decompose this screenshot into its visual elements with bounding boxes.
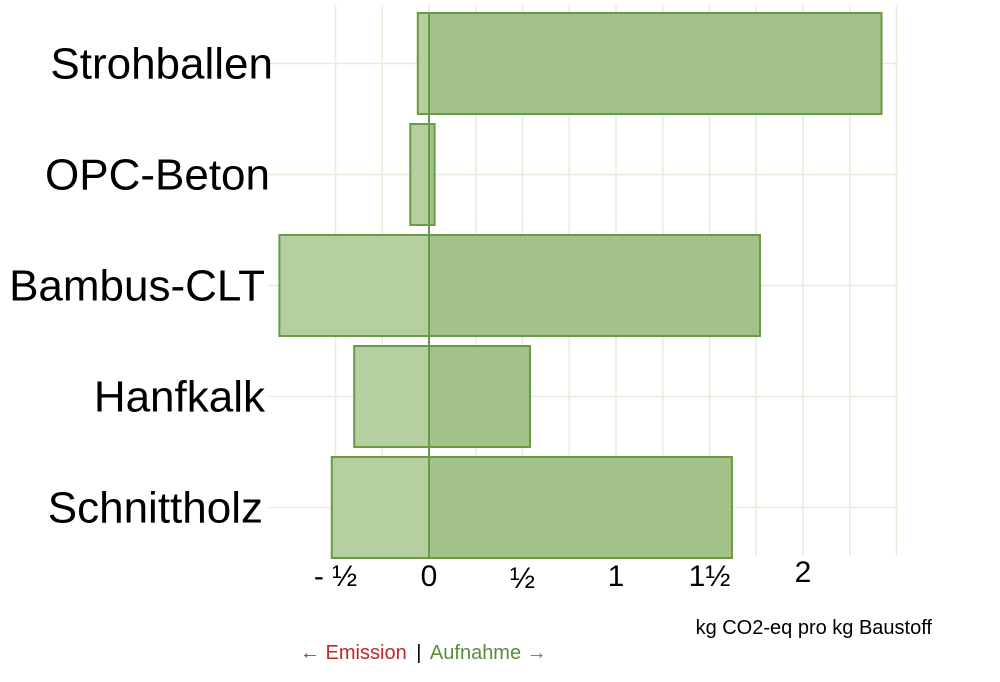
bar-uptake: [428, 234, 761, 337]
x-tick-label: 2: [795, 556, 812, 589]
x-axis-label: kg CO2-eq pro kg Baustoff: [696, 617, 933, 639]
bar-uptake: [428, 12, 883, 115]
legend-uptake: Aufnahme →: [429, 642, 547, 664]
bar-emission: [278, 234, 430, 337]
bar-uptake: [428, 456, 733, 559]
category-label: Hanfkalk: [94, 373, 266, 422]
bar-emission: [416, 12, 430, 115]
bar-emission: [353, 345, 431, 448]
x-tick-label: 1: [608, 560, 625, 593]
x-tick-label: 0: [421, 560, 438, 593]
category-label: OPC-Beton: [45, 151, 270, 200]
direction-legend: ← Emission | Aufnahme →: [300, 642, 547, 665]
bar-uptake: [428, 345, 531, 448]
x-tick-label: - ½: [314, 560, 357, 593]
bar-emission: [330, 456, 431, 559]
category-label: Strohballen: [50, 40, 273, 89]
category-label: Schnittholz: [48, 484, 263, 533]
x-tick-label: 1½: [689, 560, 731, 593]
category-label: Bambus-CLT: [9, 262, 265, 311]
legend-emission: ← Emission: [300, 642, 407, 664]
bar-emission: [409, 123, 430, 226]
x-tick-labels: - ½ 0 ½ 1 1½ 2: [314, 556, 812, 595]
x-tick-label: ½: [510, 562, 535, 595]
category-labels: Strohballen OPC-Beton Bambus-CLT Hanfkalk Sc…: [9, 40, 273, 533]
legend-separator: |: [416, 642, 422, 664]
